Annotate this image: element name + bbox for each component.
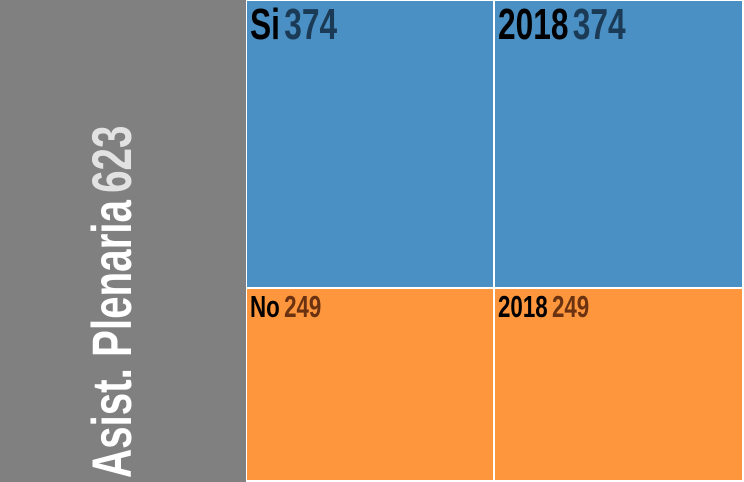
si-2018-name: 2018 <box>498 1 569 49</box>
root-value: 623 <box>80 125 143 193</box>
root-label: Asist. Plenaria 623 <box>80 126 143 478</box>
treemap-cell-no-2018[interactable]: 2018 249 <box>495 289 742 480</box>
root-name: Asist. Plenaria <box>80 200 143 479</box>
no-value: 249 <box>284 289 322 324</box>
no-2018-name: 2018 <box>498 289 548 324</box>
treemap-root-cell[interactable]: Asist. Plenaria 623 <box>0 0 246 482</box>
si-value: 374 <box>284 1 338 49</box>
treemap-cell-no[interactable]: No 249 <box>247 289 493 480</box>
no-name: No <box>250 289 280 324</box>
treemap-cell-si-2018[interactable]: 2018374 <box>495 1 742 287</box>
si-2018-label: 2018374 <box>498 3 626 47</box>
no-2018-label: 2018 249 <box>498 291 589 322</box>
si-2018-value: 374 <box>572 1 626 49</box>
treemap-cell-si[interactable]: Si374 <box>247 1 493 287</box>
no-label: No 249 <box>250 291 321 322</box>
si-label: Si374 <box>250 3 337 47</box>
si-name: Si <box>250 1 280 49</box>
no-2018-value: 249 <box>551 289 590 324</box>
